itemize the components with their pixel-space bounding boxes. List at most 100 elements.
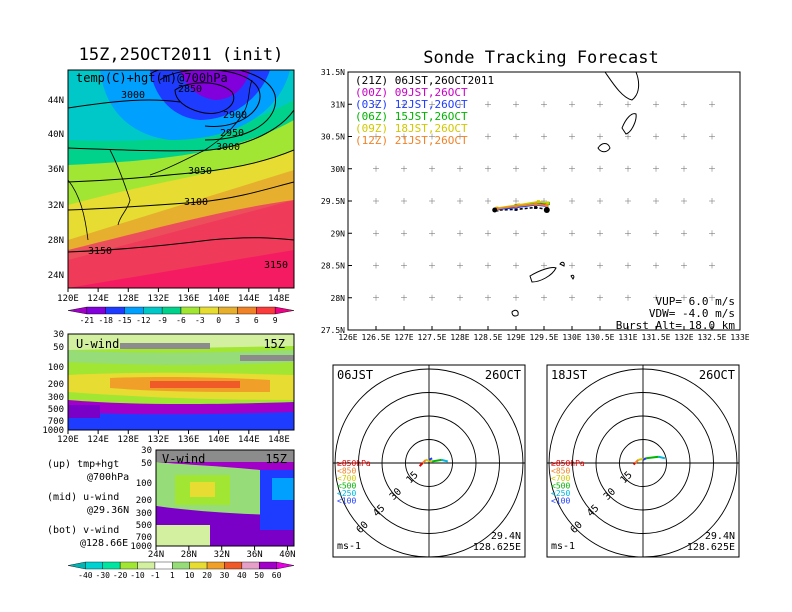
tracking-lat-label: 30N bbox=[331, 165, 346, 174]
u-wind-level: 100 bbox=[48, 363, 64, 373]
hodograph-trace bbox=[425, 458, 433, 463]
colorbar-swatch bbox=[199, 306, 219, 315]
u-wind-field bbox=[68, 334, 294, 430]
main-lon-label: 120E bbox=[57, 294, 79, 304]
u-wind-level: 50 bbox=[53, 343, 64, 353]
note-bot-2: @128.66E bbox=[80, 538, 128, 549]
main-lat-label: 32N bbox=[48, 201, 64, 211]
v-wind-time: 15Z bbox=[265, 452, 287, 466]
track-point bbox=[534, 202, 538, 206]
colorbar-label: -9 bbox=[157, 316, 167, 325]
main-lon-label: 132E bbox=[148, 294, 170, 304]
colorbar-swatch bbox=[218, 306, 238, 315]
v-wind-level: 200 bbox=[136, 496, 152, 506]
v-colorbar-label: -30 bbox=[96, 571, 111, 580]
v-wind-label: V-wind bbox=[162, 452, 205, 466]
v-colorbar-swatch bbox=[119, 561, 138, 570]
v-colorbar-label: 1 bbox=[170, 571, 175, 580]
tracking-legend-entry: (09Z) 18JST,26OCT bbox=[355, 122, 468, 135]
hodograph-lon: 128.625E bbox=[687, 542, 735, 553]
contour-label: 3000 bbox=[216, 142, 240, 153]
hodograph-trace bbox=[422, 459, 427, 464]
note-mid-2: @29.36N bbox=[87, 505, 129, 516]
tracking-lon-label: 129.5E bbox=[530, 333, 559, 342]
colorbar-swatch bbox=[237, 306, 257, 315]
tracking-lon-labels: 126E 126.5E 127E 127.5E 128E 128.5E 129E 129.5E… bbox=[338, 326, 750, 342]
level-label: <500 bbox=[337, 482, 356, 491]
contour-label: 2950 bbox=[220, 128, 244, 139]
main-map-title: 15Z,25OCT2011 (init) bbox=[79, 45, 284, 65]
tracking-tracks bbox=[492, 200, 550, 214]
hodograph-date: 26OCT bbox=[485, 368, 521, 382]
level-label: <700 bbox=[551, 474, 570, 483]
hodograph-trace bbox=[428, 457, 433, 461]
v-wind-frame bbox=[155, 449, 295, 547]
tracking-lon-label: 132.5E bbox=[698, 333, 727, 342]
main-colorbar: -21 -18 -15 -12 -9 -6 -3 0 3 6 9 bbox=[67, 306, 295, 325]
tracking-lon-label: 127E bbox=[394, 333, 413, 342]
v-wind-lat: 32N bbox=[214, 550, 230, 560]
main-lat-label: 44N bbox=[48, 96, 64, 106]
v-colorbar-swatch bbox=[259, 561, 277, 570]
tracking-legend-entry: (00Z) 09JST,26OCT bbox=[355, 86, 468, 99]
level-label: <500 bbox=[551, 482, 570, 491]
level-label: <100 bbox=[551, 497, 570, 506]
contour-label: 2900 bbox=[223, 110, 247, 121]
hodograph-unit: ms-1 bbox=[337, 541, 361, 552]
u-wind-x-labels: 120E 124E 128E 132E 136E 140E 144E 148E bbox=[57, 430, 290, 445]
v-colorbar-label: -10 bbox=[130, 571, 145, 580]
level-label: <850 bbox=[337, 467, 356, 476]
tracking-lon-label: 126E bbox=[338, 333, 357, 342]
u-wind-lon: 132E bbox=[148, 435, 170, 445]
level-label: <700 bbox=[337, 474, 356, 483]
main-lon-label: 124E bbox=[87, 294, 109, 304]
level-label: ≥850hPa bbox=[337, 459, 371, 468]
main-lat-label: 24N bbox=[48, 271, 64, 281]
main-lat-labels: 44N 40N 36N 32N 28N 24N bbox=[48, 96, 64, 281]
contour-label: 3150 bbox=[88, 246, 112, 257]
u-wind-level: 1000 bbox=[42, 426, 64, 436]
tracking-lat-label: 30.5N bbox=[321, 133, 345, 142]
v-colorbar-label: -1 bbox=[150, 571, 160, 580]
v-wind-field bbox=[156, 450, 294, 546]
v-colorbar-swatch bbox=[189, 561, 208, 570]
v-wind-lat: 24N bbox=[148, 550, 164, 560]
contour-label: 3050 bbox=[188, 166, 212, 177]
tracking-lon-label: 128E bbox=[450, 333, 469, 342]
tracking-lon-label: 131E bbox=[618, 333, 637, 342]
level-label: ≥850hPa bbox=[551, 459, 585, 468]
tracking-lat-labels: 31.5N 31N 30.5N 30N 29.5N 29N 28.5N 28N 27.5N bbox=[321, 68, 352, 335]
colorbar-swatch bbox=[67, 306, 88, 315]
tracking-grid bbox=[373, 101, 715, 301]
note-top-2: @700hPa bbox=[87, 472, 129, 483]
main-contour-labels: 2850 3000 2900 2950 3000 3050 3100 3150 3150 bbox=[88, 84, 288, 271]
hodograph-trace bbox=[646, 455, 659, 460]
v-colorbar-label: 10 bbox=[185, 571, 195, 580]
track-point bbox=[534, 205, 538, 209]
u-wind-lon: 136E bbox=[178, 435, 200, 445]
v-colorbar-swatch bbox=[172, 561, 190, 570]
contour-label: 3100 bbox=[184, 197, 208, 208]
u-wind-level: 300 bbox=[48, 393, 64, 403]
u-wind-label: U-wind bbox=[76, 337, 119, 351]
tracking-lat-label: 29.5N bbox=[321, 197, 345, 206]
colorbar-swatch bbox=[256, 306, 276, 315]
v-wind-level: 100 bbox=[136, 479, 152, 489]
track-point bbox=[545, 204, 549, 208]
tracking-lat-label: 28N bbox=[331, 294, 346, 303]
colorbar-label: -12 bbox=[136, 316, 151, 325]
tracking-lon-label: 132E bbox=[674, 333, 693, 342]
colorbar-label: 9 bbox=[273, 316, 278, 325]
v-wind-lat: 28N bbox=[181, 550, 197, 560]
colorbar-swatch bbox=[161, 306, 182, 315]
tracking-lon-label: 130.5E bbox=[586, 333, 615, 342]
main-lat-label: 28N bbox=[48, 236, 64, 246]
v-colorbar-label: 30 bbox=[220, 571, 230, 580]
main-lat-label: 36N bbox=[48, 165, 64, 175]
u-wind-time: 15Z bbox=[263, 337, 285, 351]
colorbar-label: 6 bbox=[254, 316, 259, 325]
v-colorbar-swatch bbox=[276, 561, 295, 570]
